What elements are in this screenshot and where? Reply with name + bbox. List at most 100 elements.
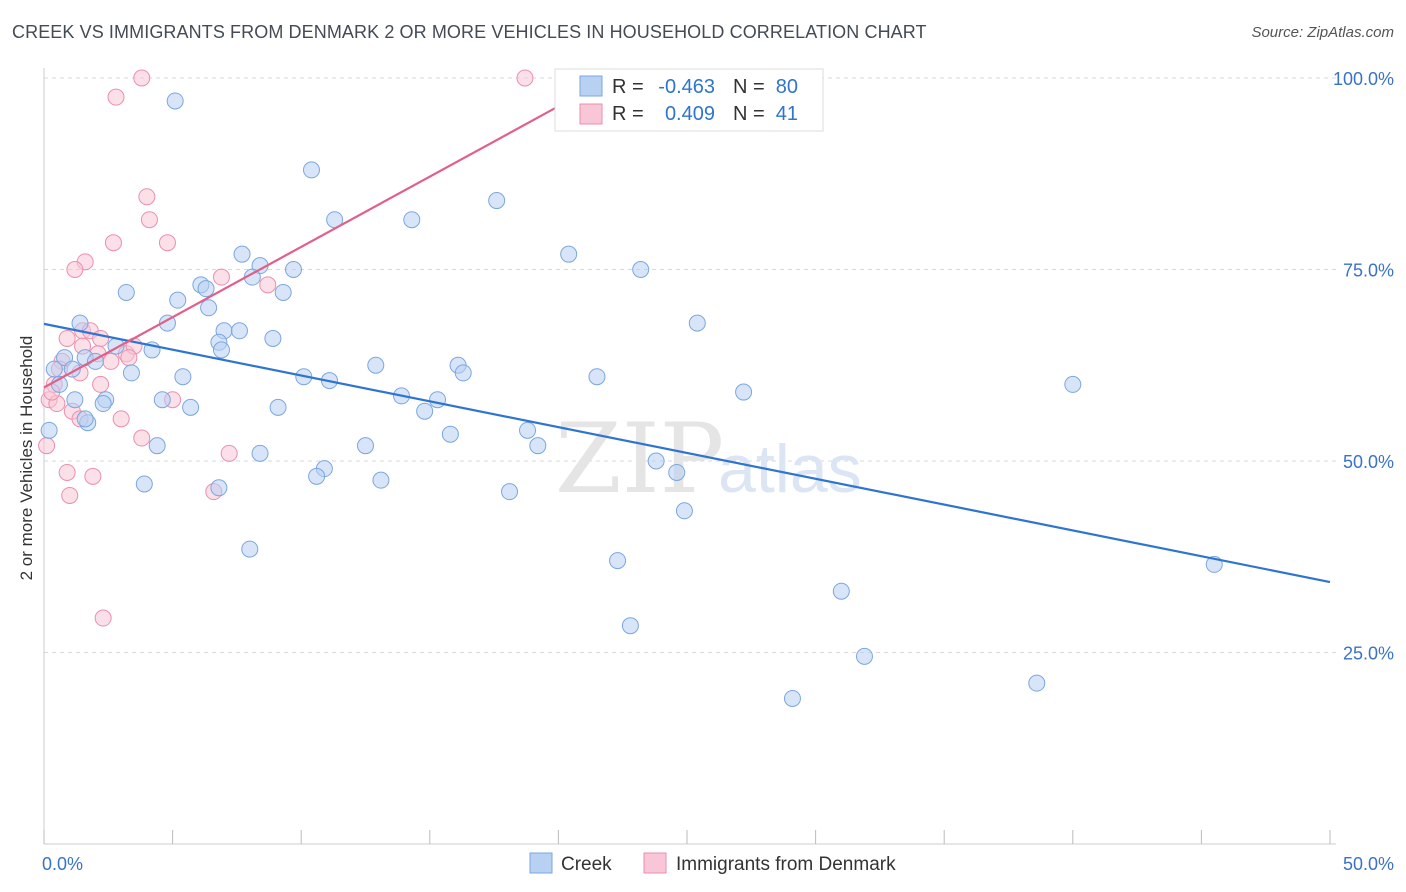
y-axis-title: 2 or more Vehicles in Household bbox=[17, 336, 36, 581]
point-creek-10 bbox=[117, 283, 135, 301]
point-denmark-38 bbox=[94, 609, 112, 627]
point-creek-73 bbox=[1028, 674, 1046, 692]
point-creek-12 bbox=[197, 280, 215, 298]
point-denmark-30 bbox=[133, 429, 151, 447]
point-creek-77 bbox=[76, 410, 94, 428]
legend-r-label-1: R = bbox=[612, 76, 644, 98]
bottom-legend-swatch-denmark bbox=[643, 852, 667, 874]
legend-n-label-2: N = bbox=[733, 103, 765, 125]
point-creek-46 bbox=[429, 391, 447, 409]
y-tick-labels: 25.0% 50.0% 75.0% 100.0% bbox=[1333, 69, 1394, 664]
watermark-atlas: atlas bbox=[718, 431, 862, 507]
point-denmark-10 bbox=[259, 276, 277, 294]
point-denmark-32 bbox=[38, 437, 56, 455]
legend-n-value-1: 80 bbox=[776, 76, 798, 98]
point-creek-0 bbox=[166, 92, 184, 110]
x-ticks bbox=[43, 830, 1331, 844]
trend-line-denmark bbox=[43, 105, 559, 389]
bottom-legend-label-creek: Creek bbox=[561, 854, 612, 875]
point-denmark-11 bbox=[58, 329, 76, 347]
bottom-legend: Creek Immigrants from Denmark bbox=[529, 852, 896, 875]
point-creek-48 bbox=[182, 398, 200, 416]
legend-r-value-1: -0.463 bbox=[658, 76, 715, 98]
watermark-zip: ZIP bbox=[555, 403, 724, 515]
point-creek-55 bbox=[357, 437, 374, 455]
source-label: Source: ZipAtlas.com bbox=[1251, 24, 1394, 41]
point-creek-40 bbox=[1064, 375, 1082, 393]
point-denmark-35 bbox=[61, 486, 79, 504]
y-tick-label-100: 100.0% bbox=[1333, 69, 1394, 89]
point-denmark-34 bbox=[84, 467, 102, 485]
point-creek-57 bbox=[251, 444, 269, 462]
point-creek-16 bbox=[200, 299, 218, 317]
point-creek-36 bbox=[174, 368, 192, 386]
legend-swatch-creek bbox=[579, 75, 603, 97]
point-creek-35 bbox=[588, 368, 606, 386]
point-creek-71 bbox=[621, 617, 639, 635]
legend-r-value-2: 0.409 bbox=[665, 103, 715, 125]
point-creek-31 bbox=[122, 364, 140, 382]
x-tick-label-min: 0.0% bbox=[42, 854, 83, 874]
series-creek bbox=[40, 92, 1223, 707]
point-creek-68 bbox=[609, 552, 627, 570]
y-tick-label-75: 75.0% bbox=[1343, 261, 1394, 281]
point-denmark-14 bbox=[92, 329, 110, 347]
watermark: ZIP atlas bbox=[555, 403, 862, 515]
point-denmark-8 bbox=[66, 261, 84, 278]
point-denmark-40 bbox=[120, 349, 138, 367]
legend-swatch-denmark bbox=[579, 103, 603, 125]
trend-line-creek bbox=[43, 322, 1331, 584]
point-creek-44 bbox=[153, 391, 171, 409]
point-creek-50 bbox=[416, 402, 434, 420]
point-creek-7 bbox=[233, 245, 251, 263]
point-creek-75 bbox=[40, 421, 58, 439]
point-creek-56 bbox=[529, 437, 547, 455]
point-creek-1 bbox=[302, 161, 320, 179]
point-denmark-31 bbox=[220, 444, 238, 462]
grid bbox=[44, 77, 1336, 653]
point-creek-9 bbox=[284, 261, 302, 278]
point-denmark-5 bbox=[158, 234, 176, 252]
point-creek-62 bbox=[135, 475, 153, 493]
point-creek-64 bbox=[210, 479, 228, 497]
point-creek-13 bbox=[274, 283, 292, 301]
point-creek-21 bbox=[230, 322, 248, 340]
point-creek-67 bbox=[241, 540, 259, 558]
point-denmark-4 bbox=[140, 211, 158, 229]
point-creek-54 bbox=[148, 437, 166, 455]
point-creek-17 bbox=[71, 314, 89, 332]
point-creek-4 bbox=[488, 192, 506, 210]
point-creek-70 bbox=[832, 582, 850, 600]
point-creek-19 bbox=[688, 314, 706, 332]
point-denmark-6 bbox=[104, 234, 122, 252]
point-creek-6 bbox=[632, 261, 650, 278]
point-denmark-25 bbox=[92, 375, 110, 393]
point-denmark-17 bbox=[102, 352, 120, 370]
x-tick-label-max: 50.0% bbox=[1343, 854, 1394, 874]
point-denmark-29 bbox=[112, 410, 130, 428]
point-creek-52 bbox=[519, 421, 537, 439]
point-creek-34 bbox=[454, 364, 472, 382]
legend-n-label-1: N = bbox=[733, 76, 765, 98]
point-creek-5 bbox=[560, 245, 578, 263]
point-denmark-1 bbox=[516, 69, 534, 87]
point-creek-47 bbox=[94, 395, 112, 413]
point-creek-72 bbox=[855, 647, 873, 665]
point-denmark-33 bbox=[58, 463, 76, 481]
point-creek-22 bbox=[264, 329, 282, 347]
point-creek-74 bbox=[783, 689, 801, 707]
point-creek-42 bbox=[66, 391, 84, 409]
point-denmark-3 bbox=[138, 188, 156, 206]
point-creek-15 bbox=[169, 291, 187, 309]
legend-n-value-2: 41 bbox=[776, 103, 798, 125]
point-creek-65 bbox=[501, 483, 519, 501]
series-immigrants-from-denmark bbox=[38, 69, 534, 627]
trend-lines bbox=[43, 105, 1331, 584]
legend: R = -0.463 N = 80 R = 0.409 N = 41 bbox=[554, 68, 824, 132]
point-creek-59 bbox=[647, 452, 665, 470]
point-creek-60 bbox=[668, 463, 686, 481]
point-creek-63 bbox=[372, 471, 390, 489]
y-tick-label-25: 25.0% bbox=[1343, 644, 1394, 664]
bottom-legend-label-denmark: Immigrants from Denmark bbox=[676, 854, 896, 875]
